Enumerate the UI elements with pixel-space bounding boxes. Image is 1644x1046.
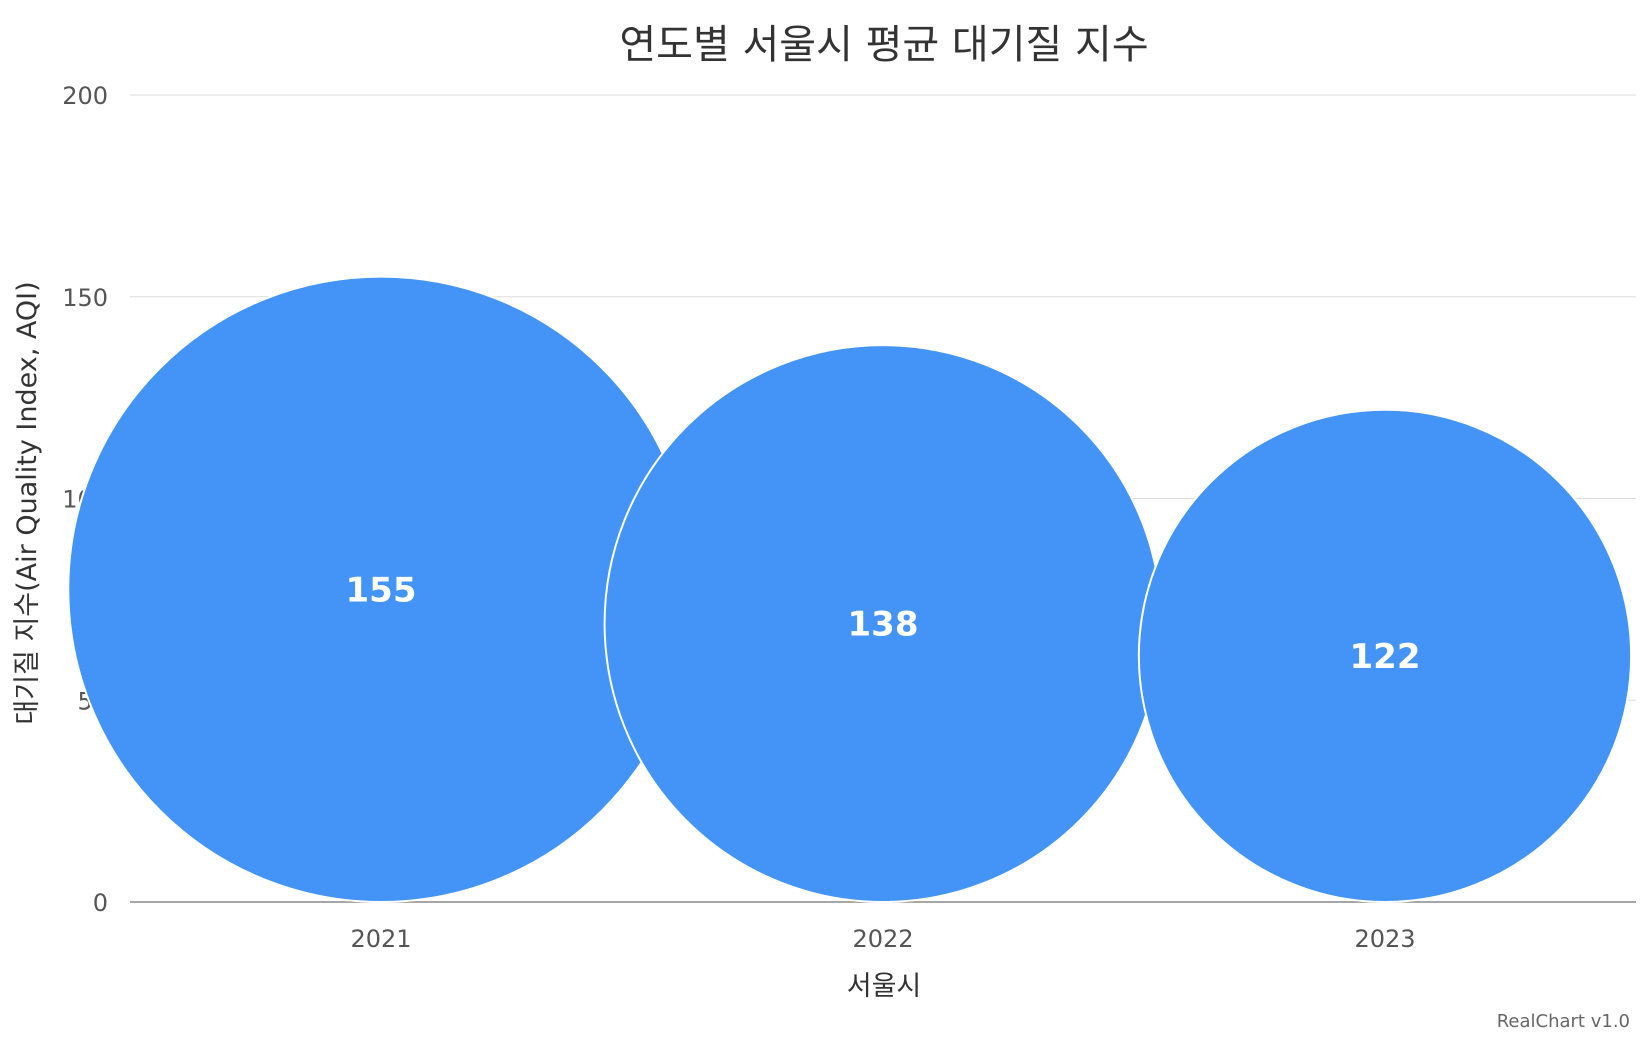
x-tick-label: 2021 <box>350 925 411 953</box>
x-tick-label: 2023 <box>1354 925 1415 953</box>
chart-title: 연도별 서울시 평균 대기질 지수 <box>619 22 1148 68</box>
chart-credit: RealChart v1.0 <box>1496 1011 1630 1032</box>
bubble[interactable] <box>1137 408 1633 903</box>
y-axis-title: 대기질 지수(Air Quality Index, AQI) <box>12 281 43 724</box>
y-tick-label: 0 <box>93 889 108 917</box>
bubbles <box>67 275 1633 904</box>
y-tick-label: 200 <box>62 82 108 110</box>
data-label: 138 <box>848 605 919 645</box>
x-axis-ticks: 2021 2022 2023 <box>350 925 1415 953</box>
data-labels: 155 138 122 <box>346 570 1421 677</box>
data-label: 155 <box>346 570 417 610</box>
y-tick-label: 150 <box>62 284 108 312</box>
x-tick-label: 2022 <box>852 925 913 953</box>
x-axis-title: 서울시 <box>847 971 922 1002</box>
data-label: 122 <box>1350 637 1421 677</box>
